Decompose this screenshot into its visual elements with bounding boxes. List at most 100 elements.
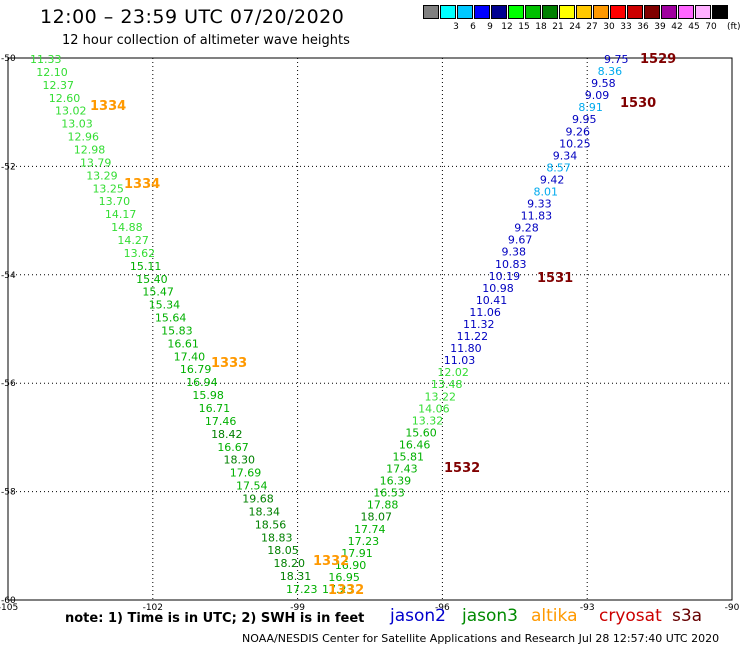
swh-label: 16.95 — [328, 571, 360, 584]
legend-swatch — [559, 5, 575, 19]
lon-tick-label: -99 — [290, 603, 305, 613]
swh-label: 9.26 — [566, 125, 591, 138]
swh-label: 16.67 — [217, 441, 249, 454]
swh-label: 9.58 — [591, 77, 616, 90]
swh-label: 18.30 — [224, 454, 256, 467]
lon-tick-label: -96 — [435, 603, 450, 613]
legend-swatch — [593, 5, 609, 19]
swh-label: 18.83 — [261, 531, 293, 544]
swh-label: 14.27 — [117, 234, 149, 247]
swh-label: 17.88 — [367, 499, 399, 512]
swh-label: 16.53 — [373, 487, 405, 500]
legend-swatch — [610, 5, 626, 19]
legend-swatch — [423, 5, 439, 19]
swh-label: 11.32 — [463, 318, 495, 331]
pass-id-label: 1333 — [211, 356, 247, 371]
legend-tick-label: 18 — [535, 22, 547, 32]
swh-label: 9.09 — [585, 89, 610, 102]
pass-id-labels: 1334 1334 1333 1332 1332 1529 1530 1531 1532 — [90, 52, 676, 598]
swh-label: 12.98 — [74, 143, 106, 156]
legend-tick-label: 24 — [569, 22, 581, 32]
legend-tick-label: 33 — [620, 22, 632, 32]
swh-label: 17.91 — [341, 547, 373, 560]
swh-label: 12.02 — [437, 366, 469, 379]
swh-label: 18.34 — [249, 505, 281, 518]
swh-label: 11.22 — [457, 330, 489, 343]
swh-label: 17.74 — [354, 523, 386, 536]
legend-swatch — [661, 5, 677, 19]
swh-label: 13.62 — [124, 247, 156, 260]
legend-swatch — [542, 5, 558, 19]
swh-label: 17.54 — [236, 480, 267, 493]
pass-id-label: 1334 — [90, 99, 126, 114]
swh-label: 15.11 — [130, 260, 162, 273]
swh-label: 10.25 — [559, 137, 591, 150]
legend-swatch — [440, 5, 456, 19]
swh-label: 15.47 — [142, 286, 174, 299]
swh-label: 8.01 — [534, 186, 559, 199]
legend-tick-label: 30 — [603, 22, 615, 32]
mission-s3a-label: s3a — [672, 606, 703, 626]
lon-tick-label: -93 — [580, 603, 595, 613]
lon-tick-label: -90 — [725, 603, 740, 613]
swh-label: 8.36 — [598, 65, 623, 78]
footer-note: note: 1) Time is in UTC; 2) SWH is in fe… — [65, 611, 365, 626]
swh-label: 17.46 — [205, 415, 237, 428]
page-title: 12:00 – 23:59 UTC 07/20/2020 — [40, 6, 345, 28]
legend-tick-label: 15 — [518, 22, 530, 32]
lon-tick-label: -105 — [0, 603, 18, 613]
swh-label: 15.40 — [136, 273, 168, 286]
legend-tick-label: 45 — [688, 22, 700, 32]
lat-tick-label: -50 — [1, 54, 16, 64]
swh-label: 17.23 — [348, 535, 380, 548]
swh-label: 9.28 — [514, 222, 539, 235]
swh-label: 13.32 — [412, 414, 444, 427]
wave-height-labels: 11.3312.1012.3712.6013.0213.0312.9612.98… — [30, 53, 629, 596]
axis-labels: -105 -102 -99 -96 -93 -90 -50 -52 -54 -56 -58 -60 — [0, 54, 740, 613]
legend-swatch — [712, 5, 728, 19]
swh-label: 15.81 — [393, 451, 425, 464]
swh-label: 9.34 — [553, 149, 578, 162]
mission-altika-label: altika — [531, 606, 578, 626]
map-grid — [8, 58, 732, 600]
legend-swatch — [457, 5, 473, 19]
swh-label: 13.70 — [99, 195, 130, 208]
swh-label: 8.57 — [546, 161, 571, 174]
page-subtitle: 12 hour collection of altimeter wave hei… — [62, 33, 350, 48]
lat-tick-label: -58 — [1, 488, 16, 498]
legend-tick-label: 6 — [470, 22, 476, 32]
swh-label: 13.02 — [55, 105, 87, 118]
pass-id-label: 1332 — [313, 554, 349, 569]
swh-label: 16.71 — [199, 402, 231, 415]
swh-label: 19.68 — [242, 493, 273, 506]
swh-label: 9.75 — [604, 53, 629, 66]
swh-label: 17.23 — [286, 583, 318, 596]
swh-label: 18.20 — [274, 557, 306, 570]
legend-tick-label: 3 — [453, 22, 459, 32]
lat-tick-label: -56 — [1, 379, 16, 389]
legend-swatch — [576, 5, 592, 19]
swh-label: 13.03 — [61, 118, 93, 131]
swh-label: 18.56 — [255, 518, 287, 531]
legend-swatch — [627, 5, 643, 19]
pass-id-label: 1532 — [444, 461, 480, 476]
swh-label: 18.31 — [280, 570, 312, 583]
swh-label: 9.42 — [540, 173, 565, 186]
swh-label: 11.03 — [444, 354, 476, 367]
mission-cryosat-label: cryosat — [599, 606, 662, 626]
swh-label: 9.67 — [508, 234, 533, 247]
swh-label: 13.22 — [425, 390, 457, 403]
swh-label: 17.69 — [230, 467, 262, 480]
swh-label: 16.46 — [399, 438, 431, 451]
legend-swatch — [678, 5, 694, 19]
swh-label: 9.95 — [572, 113, 597, 126]
swh-label: 17.40 — [174, 350, 206, 363]
swh-label: 16.39 — [380, 475, 412, 488]
swh-label: 16.79 — [180, 363, 212, 376]
swh-label: 15.60 — [405, 426, 437, 439]
legend-tick-label: 39 — [654, 22, 666, 32]
pass-id-label: 1530 — [620, 96, 656, 111]
legend-tick-label: 70 — [705, 22, 717, 32]
